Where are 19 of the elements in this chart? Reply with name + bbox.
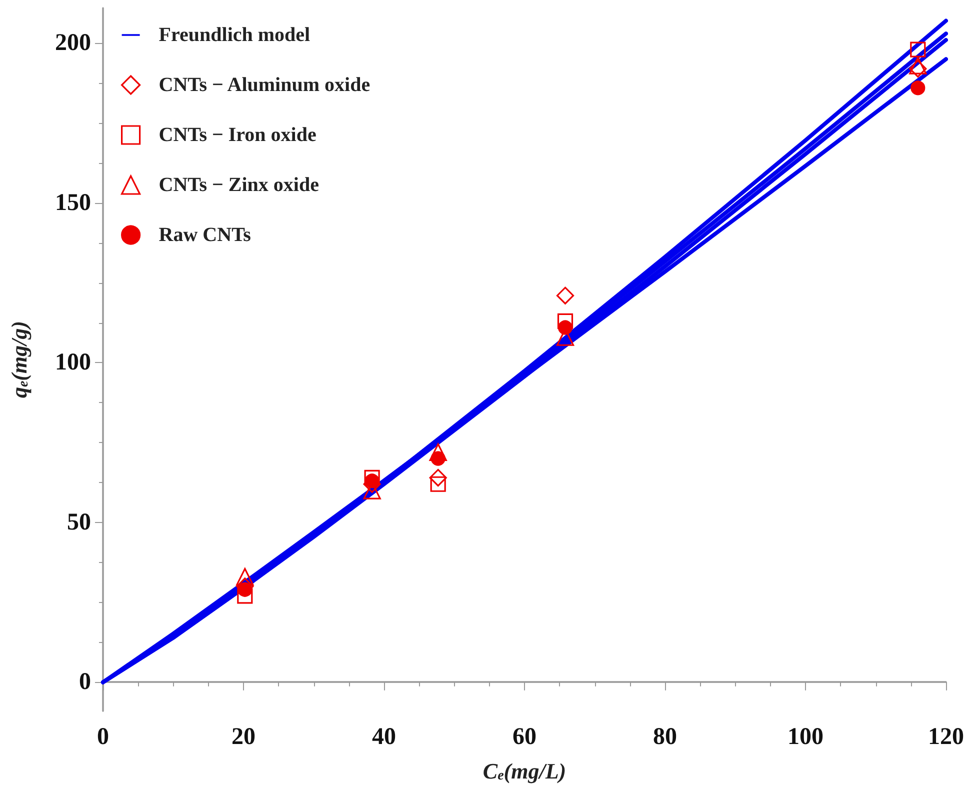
y-tick-label: 150	[55, 190, 91, 216]
x-tick-label: 100	[788, 724, 824, 750]
x-axis-title: Ce(mg/L)	[482, 758, 566, 784]
x-tick-label: 80	[653, 724, 677, 750]
x-tick-label: 20	[232, 724, 256, 750]
legend-label: CNTs − Aluminum oxide	[158, 74, 370, 96]
x-tick-label: 0	[97, 724, 109, 750]
x-tick-label: 120	[928, 724, 964, 750]
y-tick-label: 200	[55, 30, 91, 56]
legend-label: CNTs − Iron oxide	[158, 124, 316, 146]
y-axis-title: qe(mg/g)	[6, 320, 32, 398]
y-tick-label: 100	[55, 350, 91, 376]
x-tick-label: 60	[512, 724, 536, 750]
x-tick-label: 40	[372, 724, 396, 750]
y-tick-label: 50	[67, 509, 91, 536]
legend-label: Freundlich model	[158, 24, 311, 46]
legend-label: Raw CNTs	[158, 224, 252, 246]
y-tick-label: 0	[79, 669, 91, 696]
legend-label: CNTs − Zinx oxide	[158, 174, 320, 196]
